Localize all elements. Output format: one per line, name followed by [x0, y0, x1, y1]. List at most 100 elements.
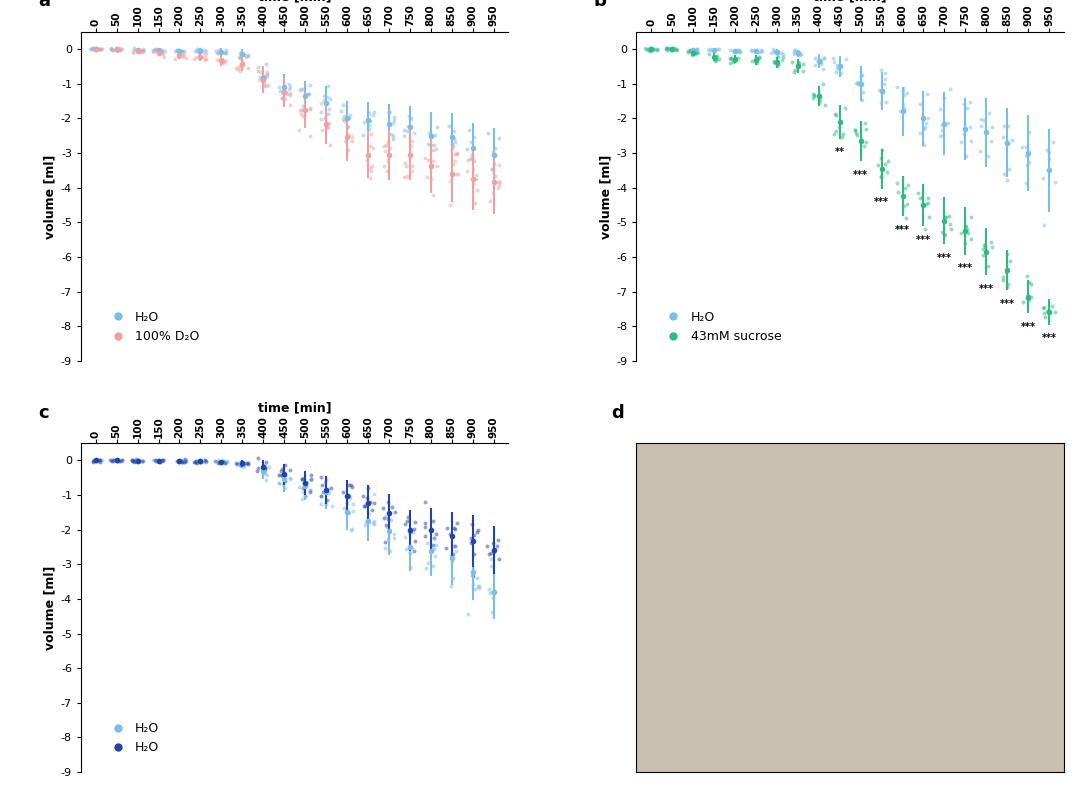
Point [313, 479, 330, 492]
Point [417, 521, 434, 534]
Point [274, 85, 292, 98]
Point [877, 72, 894, 85]
Point [216, 457, 233, 470]
Point [381, 142, 399, 154]
Point [384, 116, 402, 129]
Point [729, 52, 746, 64]
Point [426, 531, 443, 544]
Point [891, 221, 908, 234]
Point [683, 44, 700, 57]
Point [399, 124, 416, 137]
Point [895, 199, 913, 212]
Point [345, 498, 362, 510]
Point [320, 117, 337, 130]
Point [380, 105, 397, 118]
Point [1041, 146, 1058, 158]
Point [489, 534, 507, 547]
Point [447, 544, 464, 557]
Point [1043, 299, 1061, 312]
Point [806, 59, 823, 72]
Point [173, 455, 190, 468]
Point [747, 54, 765, 67]
Point [975, 114, 993, 127]
Point [365, 109, 382, 122]
Point [485, 592, 502, 605]
Point [123, 454, 140, 466]
Point [171, 51, 188, 64]
Point [793, 48, 810, 60]
Point [189, 455, 206, 467]
Point [173, 455, 190, 467]
Point [705, 45, 723, 57]
Point [312, 470, 329, 483]
Point [400, 510, 417, 523]
Point [273, 462, 291, 475]
Text: ***: *** [874, 197, 889, 208]
Point [302, 473, 320, 486]
Text: ***: *** [916, 235, 931, 245]
Point [381, 544, 399, 557]
Point [1017, 150, 1035, 162]
Point [420, 557, 437, 570]
Point [112, 454, 130, 466]
Point [233, 459, 251, 472]
Point [92, 454, 109, 466]
Point [1017, 176, 1035, 189]
Point [188, 456, 205, 469]
Point [919, 197, 936, 209]
Point [318, 122, 335, 135]
Point [485, 146, 502, 158]
Point [469, 525, 486, 538]
Point [186, 455, 203, 468]
Point [192, 455, 210, 468]
Point [1036, 306, 1053, 319]
Point [815, 51, 833, 64]
Point [708, 49, 726, 62]
Point [295, 482, 312, 494]
Point [134, 45, 151, 57]
Point [995, 274, 1012, 287]
Point [281, 77, 298, 90]
Point [464, 570, 482, 583]
Point [689, 43, 706, 56]
Point [126, 455, 144, 467]
Point [148, 455, 165, 467]
Point [486, 148, 503, 161]
Point [214, 56, 231, 68]
Point [753, 45, 770, 57]
Point [1035, 172, 1052, 185]
Point [1015, 296, 1032, 309]
Point [998, 135, 1015, 148]
Point [721, 52, 739, 64]
Point [256, 80, 273, 92]
Point [446, 523, 463, 536]
Point [825, 56, 842, 68]
Point [438, 521, 456, 534]
Point [271, 80, 288, 93]
Point [941, 83, 958, 96]
Point [424, 543, 442, 556]
Point [124, 45, 141, 58]
Point [1017, 291, 1035, 304]
Point [253, 72, 270, 85]
Point [89, 453, 106, 466]
Point [972, 144, 989, 157]
Point [104, 455, 121, 467]
Point [315, 94, 333, 107]
Point [787, 44, 805, 57]
Point [148, 43, 165, 56]
Point [687, 44, 704, 57]
Point [386, 505, 403, 518]
Point [282, 86, 299, 99]
Point [825, 52, 842, 64]
Point [319, 91, 336, 103]
Point [339, 489, 356, 501]
Point [463, 569, 481, 582]
Point [669, 43, 686, 56]
Point [87, 42, 105, 55]
Point [768, 49, 785, 61]
Point [396, 530, 414, 543]
Point [126, 44, 144, 57]
Point [972, 112, 989, 125]
Point [890, 185, 907, 198]
